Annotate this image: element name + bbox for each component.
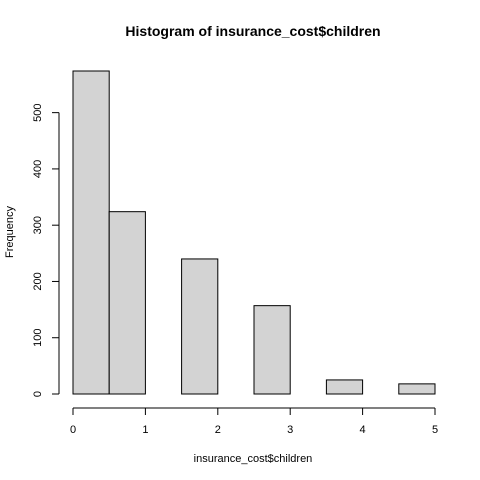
y-axis-label: Frequency	[4, 206, 16, 258]
y-axis: 0 100 200 300 400 500	[32, 103, 59, 397]
x-tick-label: 0	[70, 424, 76, 436]
x-tick-label: 3	[287, 424, 293, 436]
y-tick-label: 100	[32, 329, 44, 347]
histogram-bar-9	[399, 384, 435, 394]
y-tick-label: 300	[32, 216, 44, 234]
histogram-bar-3	[182, 259, 218, 394]
x-axis: 0 1 2 3 4 5	[70, 408, 438, 436]
chart-title: Histogram of insurance_cost$children	[125, 23, 380, 39]
histogram-bar-1	[109, 212, 145, 394]
histogram-bar-5	[254, 306, 290, 394]
x-axis-label: insurance_cost$children	[194, 453, 313, 465]
y-tick-label: 200	[32, 272, 44, 290]
bars-group	[73, 71, 435, 394]
y-tick-label: 400	[32, 160, 44, 178]
x-tick-label: 2	[215, 424, 221, 436]
histogram-bar-0	[73, 71, 109, 394]
x-tick-label: 4	[360, 424, 366, 436]
x-tick-label: 5	[432, 424, 438, 436]
x-tick-label: 1	[142, 424, 148, 436]
y-tick-label: 500	[32, 103, 44, 121]
histogram-bar-7	[326, 380, 362, 394]
y-tick-label: 0	[32, 391, 44, 397]
